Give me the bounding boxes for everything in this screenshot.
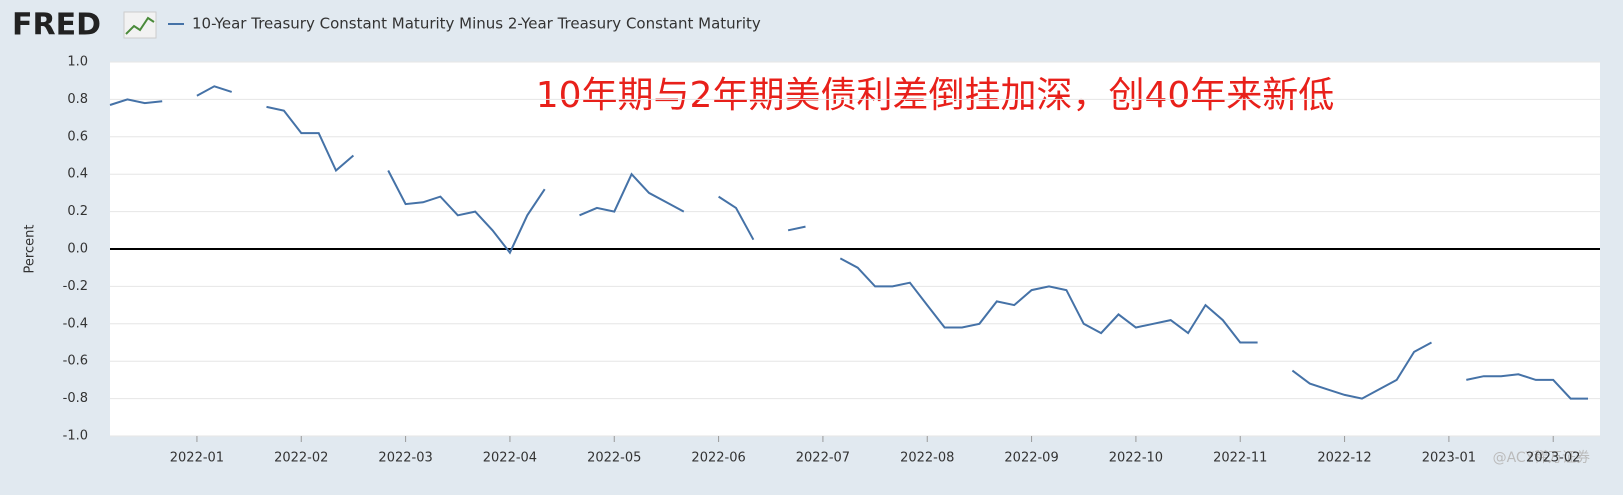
x-tick-label: 2023-02	[1526, 451, 1580, 466]
x-tick-label: 2022-02	[274, 451, 328, 466]
y-tick-label: -0.4	[63, 316, 88, 331]
x-tick-label: 2022-06	[691, 451, 745, 466]
x-tick-label: 2022-09	[1004, 451, 1058, 466]
x-tick-label: 2022-12	[1317, 451, 1371, 466]
annotation: 10年期与2年期美债利差倒挂加深，创40年来新低	[536, 75, 1335, 116]
watermark: @ACY稀万证券	[1493, 450, 1590, 466]
x-tick-label: 2022-08	[900, 451, 954, 466]
x-tick-label: 2022-07	[796, 451, 850, 466]
logo-icon-line	[125, 16, 155, 35]
data-line	[109, 85, 1588, 400]
y-tick-label: -0.6	[63, 354, 88, 369]
logo-icon	[123, 11, 157, 39]
y-axis-label: Percent	[23, 225, 38, 274]
y-tick-label: -0.2	[63, 279, 88, 294]
x-tick-label: 2022-05	[587, 451, 641, 466]
y-tick-label: -1.0	[63, 429, 88, 444]
x-tick-label: 2022-11	[1213, 451, 1267, 466]
x-tick-label: 2022-04	[483, 451, 537, 466]
y-tick-label: 0.2	[67, 204, 88, 219]
logo: FRED	[12, 8, 101, 43]
x-tick-label: 2022-01	[170, 451, 224, 466]
y-tick-label: 1.0	[67, 55, 88, 70]
x-tick-label: 2022-03	[378, 451, 432, 466]
y-tick-label: 0.0	[67, 242, 88, 257]
y-tick-label: -0.8	[63, 391, 88, 406]
x-tick-label: 2022-10	[1109, 451, 1163, 466]
y-tick-label: 0.8	[67, 92, 88, 107]
y-tick-label: 0.4	[67, 167, 88, 182]
legend-label: 10-Year Treasury Constant Maturity Minus…	[192, 15, 761, 33]
y-tick-label: 0.6	[67, 129, 88, 144]
x-tick-label: 2023-01	[1422, 451, 1476, 466]
